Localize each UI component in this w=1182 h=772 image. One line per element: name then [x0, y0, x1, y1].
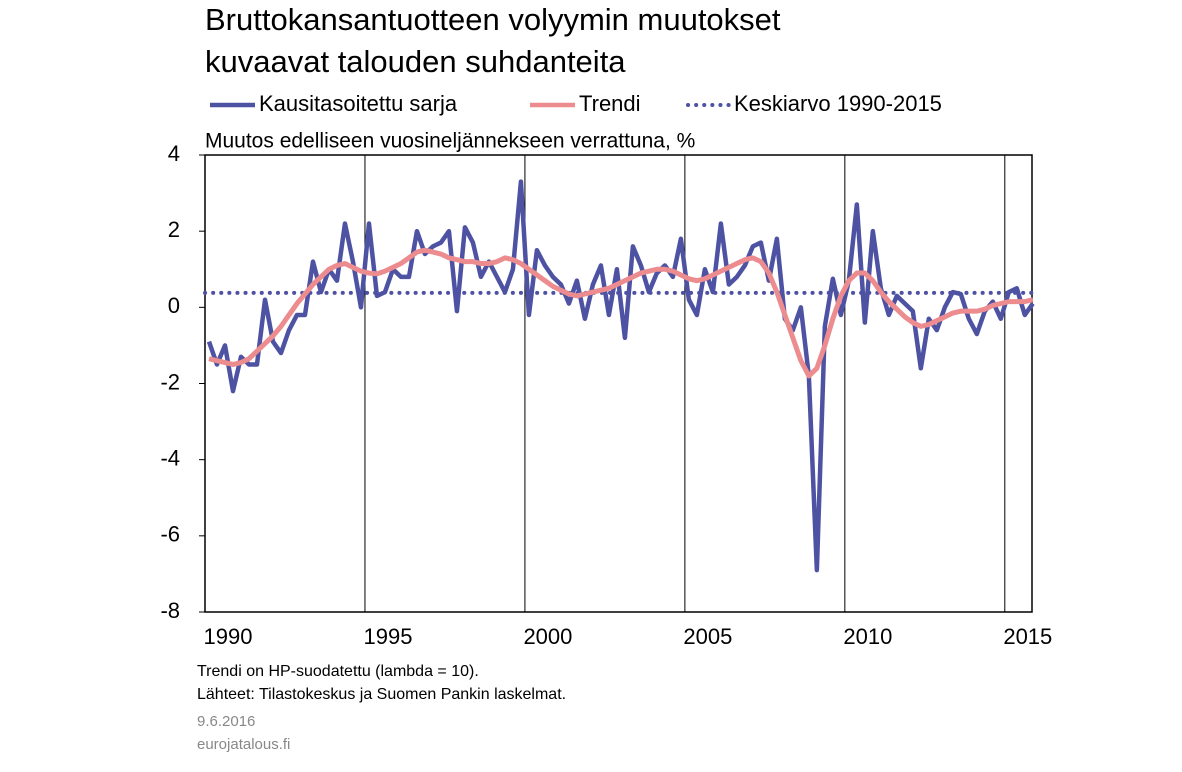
x-tick-label: 2000	[523, 624, 572, 649]
legend-label: Trendi	[579, 91, 641, 116]
legend-label: Kausitasoitettu sarja	[259, 91, 458, 116]
series-line	[206, 179, 1035, 573]
y-tick-label: -4	[160, 445, 180, 470]
y-axis-label: Muutos edelliseen vuosineljännekseen ver…	[205, 130, 695, 153]
date: 9.6.2016	[197, 713, 255, 730]
chart-title: Bruttokansantuotteen volyymin muutokset	[205, 2, 781, 37]
note: Lähteet: Tilastokeskus ja Suomen Pankin …	[197, 686, 566, 703]
y-tick-label: 2	[168, 217, 180, 242]
plot-frame	[204, 154, 1033, 613]
chart-title: kuvaavat talouden suhdanteita	[205, 44, 626, 79]
x-tick-label: 2010	[843, 624, 892, 649]
note: Trendi on HP-suodatettu (lambda = 10).	[197, 663, 479, 680]
source: eurojatalous.fi	[197, 736, 290, 753]
y-tick-label: -6	[160, 522, 180, 547]
x-tick-label: 1990	[204, 624, 253, 649]
y-tick-label: -2	[160, 369, 180, 394]
y-tick-label: -8	[160, 598, 180, 623]
y-tick-label: 4	[168, 141, 180, 166]
x-tick-label: 2015	[1003, 624, 1052, 649]
x-tick-label: 1995	[363, 624, 412, 649]
y-tick-label: 0	[168, 293, 180, 318]
x-tick-label: 2005	[683, 624, 732, 649]
series-line	[208, 247, 1034, 379]
legend-label: Keskiarvo 1990-2015	[734, 91, 942, 116]
